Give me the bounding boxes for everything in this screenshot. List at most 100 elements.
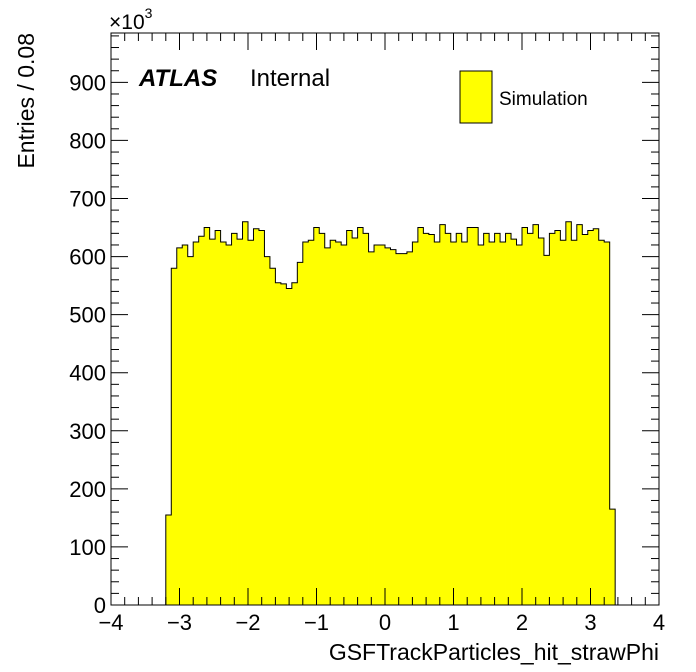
- histogram-bar: [368, 251, 375, 605]
- histogram-bar: [302, 242, 309, 605]
- histogram-bar: [352, 237, 358, 606]
- x-tick-label: −3: [167, 610, 192, 635]
- y-tick-label: 100: [69, 535, 106, 560]
- histogram-bar: [478, 244, 485, 605]
- histogram-bar: [286, 288, 293, 605]
- histogram-outline: [165, 221, 616, 605]
- histogram-bar: [264, 256, 271, 605]
- histogram-bar: [543, 255, 550, 605]
- histogram-bar: [258, 230, 265, 605]
- histogram-bar: [220, 242, 227, 605]
- histogram-bar: [390, 249, 397, 606]
- internal-label: Internal: [250, 65, 330, 92]
- histogram-bar: [417, 227, 424, 606]
- histogram-bar: [516, 244, 523, 605]
- histogram-bar: [445, 233, 452, 605]
- histogram-bar: [395, 253, 402, 606]
- histogram-bar: [598, 240, 605, 605]
- histogram-bar: [450, 242, 457, 605]
- histogram-bar: [494, 233, 501, 605]
- histogram-bar: [275, 282, 282, 605]
- histogram-bar: [165, 514, 172, 605]
- histogram-bar: [291, 282, 298, 605]
- histogram-bar: [308, 240, 315, 605]
- y-tick-label: 400: [69, 361, 106, 386]
- histogram-bar: [467, 227, 474, 606]
- histogram-bar: [522, 227, 528, 606]
- y-multiplier-base: ×10: [109, 11, 145, 34]
- histogram-bar: [401, 253, 408, 606]
- histogram-bar: [182, 244, 189, 605]
- x-tick-label: 3: [584, 610, 596, 635]
- histogram-bar: [406, 251, 413, 605]
- legend-swatch-simulation: [459, 70, 493, 124]
- histogram-bar: [231, 233, 238, 605]
- y-tick-label: 200: [69, 477, 106, 502]
- atlas-label: ATLAS: [138, 65, 217, 92]
- histogram-bar: [171, 268, 178, 605]
- histogram-bar: [423, 233, 430, 605]
- histogram-bar: [319, 233, 326, 605]
- x-tick-label: −4: [98, 610, 123, 635]
- histogram-bar: [439, 224, 446, 605]
- y-tick-label: 300: [69, 419, 106, 444]
- x-tick-label: 2: [516, 610, 528, 635]
- histogram-bar: [412, 242, 419, 605]
- histogram-bar: [483, 233, 490, 605]
- histogram-bar: [604, 242, 611, 605]
- histogram-bar: [215, 230, 221, 605]
- histogram-bar: [576, 224, 583, 605]
- histogram-bar: [571, 240, 578, 605]
- histogram-bar: [593, 228, 600, 605]
- histogram-bar: [313, 227, 320, 606]
- y-axis-ticks: 0 100 200 300 400 500 600 700 800 900: [69, 35, 659, 618]
- histogram-bar: [269, 268, 276, 605]
- histogram-bar: [461, 242, 468, 605]
- x-tick-label: 0: [379, 610, 391, 635]
- histogram-bar: [554, 230, 561, 605]
- histogram-bar: [237, 239, 243, 605]
- histogram-bar: [527, 233, 534, 605]
- histogram-bar: [346, 230, 353, 605]
- x-axis-title: GSFTrackParticles_hit_strawPhi: [329, 639, 659, 665]
- y-tick-label: 900: [69, 70, 106, 95]
- histogram-bar: [176, 247, 183, 606]
- histogram-bar: [609, 509, 616, 605]
- histogram-bar: [341, 244, 348, 605]
- histogram-bar: [363, 233, 369, 605]
- histogram-bar: [428, 234, 435, 605]
- histogram-bar: [242, 221, 249, 606]
- histogram-bars: [165, 221, 616, 606]
- x-axis-ticks: −4 −3 −2 −1 0 1 2 3 4: [98, 33, 665, 635]
- histogram-bar: [456, 233, 463, 605]
- y-tick-label: 0: [94, 593, 106, 618]
- histogram-bar: [187, 256, 194, 605]
- histogram-bar: [582, 234, 589, 605]
- histogram-bar: [532, 224, 539, 605]
- histogram-bar: [434, 242, 441, 605]
- histogram-bar: [357, 227, 364, 606]
- x-tick-label: 4: [653, 610, 665, 635]
- y-tick-label: 600: [69, 245, 106, 270]
- histogram-bar: [379, 244, 386, 605]
- histogram-bar: [560, 240, 567, 605]
- y-multiplier-exponent: 3: [145, 5, 153, 21]
- legend-label-simulation: Simulation: [499, 89, 588, 110]
- histogram-bar: [335, 242, 342, 605]
- y-tick-label: 500: [69, 303, 106, 328]
- histogram-bar: [500, 242, 506, 605]
- histogram-bar: [253, 228, 260, 605]
- histogram-bar: [198, 236, 205, 605]
- x-tick-label: −2: [235, 610, 260, 635]
- histogram-bar: [193, 242, 200, 605]
- histogram-bar: [472, 227, 479, 606]
- histogram-bar: [374, 244, 380, 605]
- y-axis-title: Entries / 0.08: [13, 33, 39, 169]
- x-tick-label: 1: [447, 610, 459, 635]
- histogram-bar: [385, 247, 391, 606]
- x-tick-label: −1: [304, 610, 329, 635]
- histogram-bar: [489, 242, 495, 605]
- histogram-bar: [505, 233, 512, 605]
